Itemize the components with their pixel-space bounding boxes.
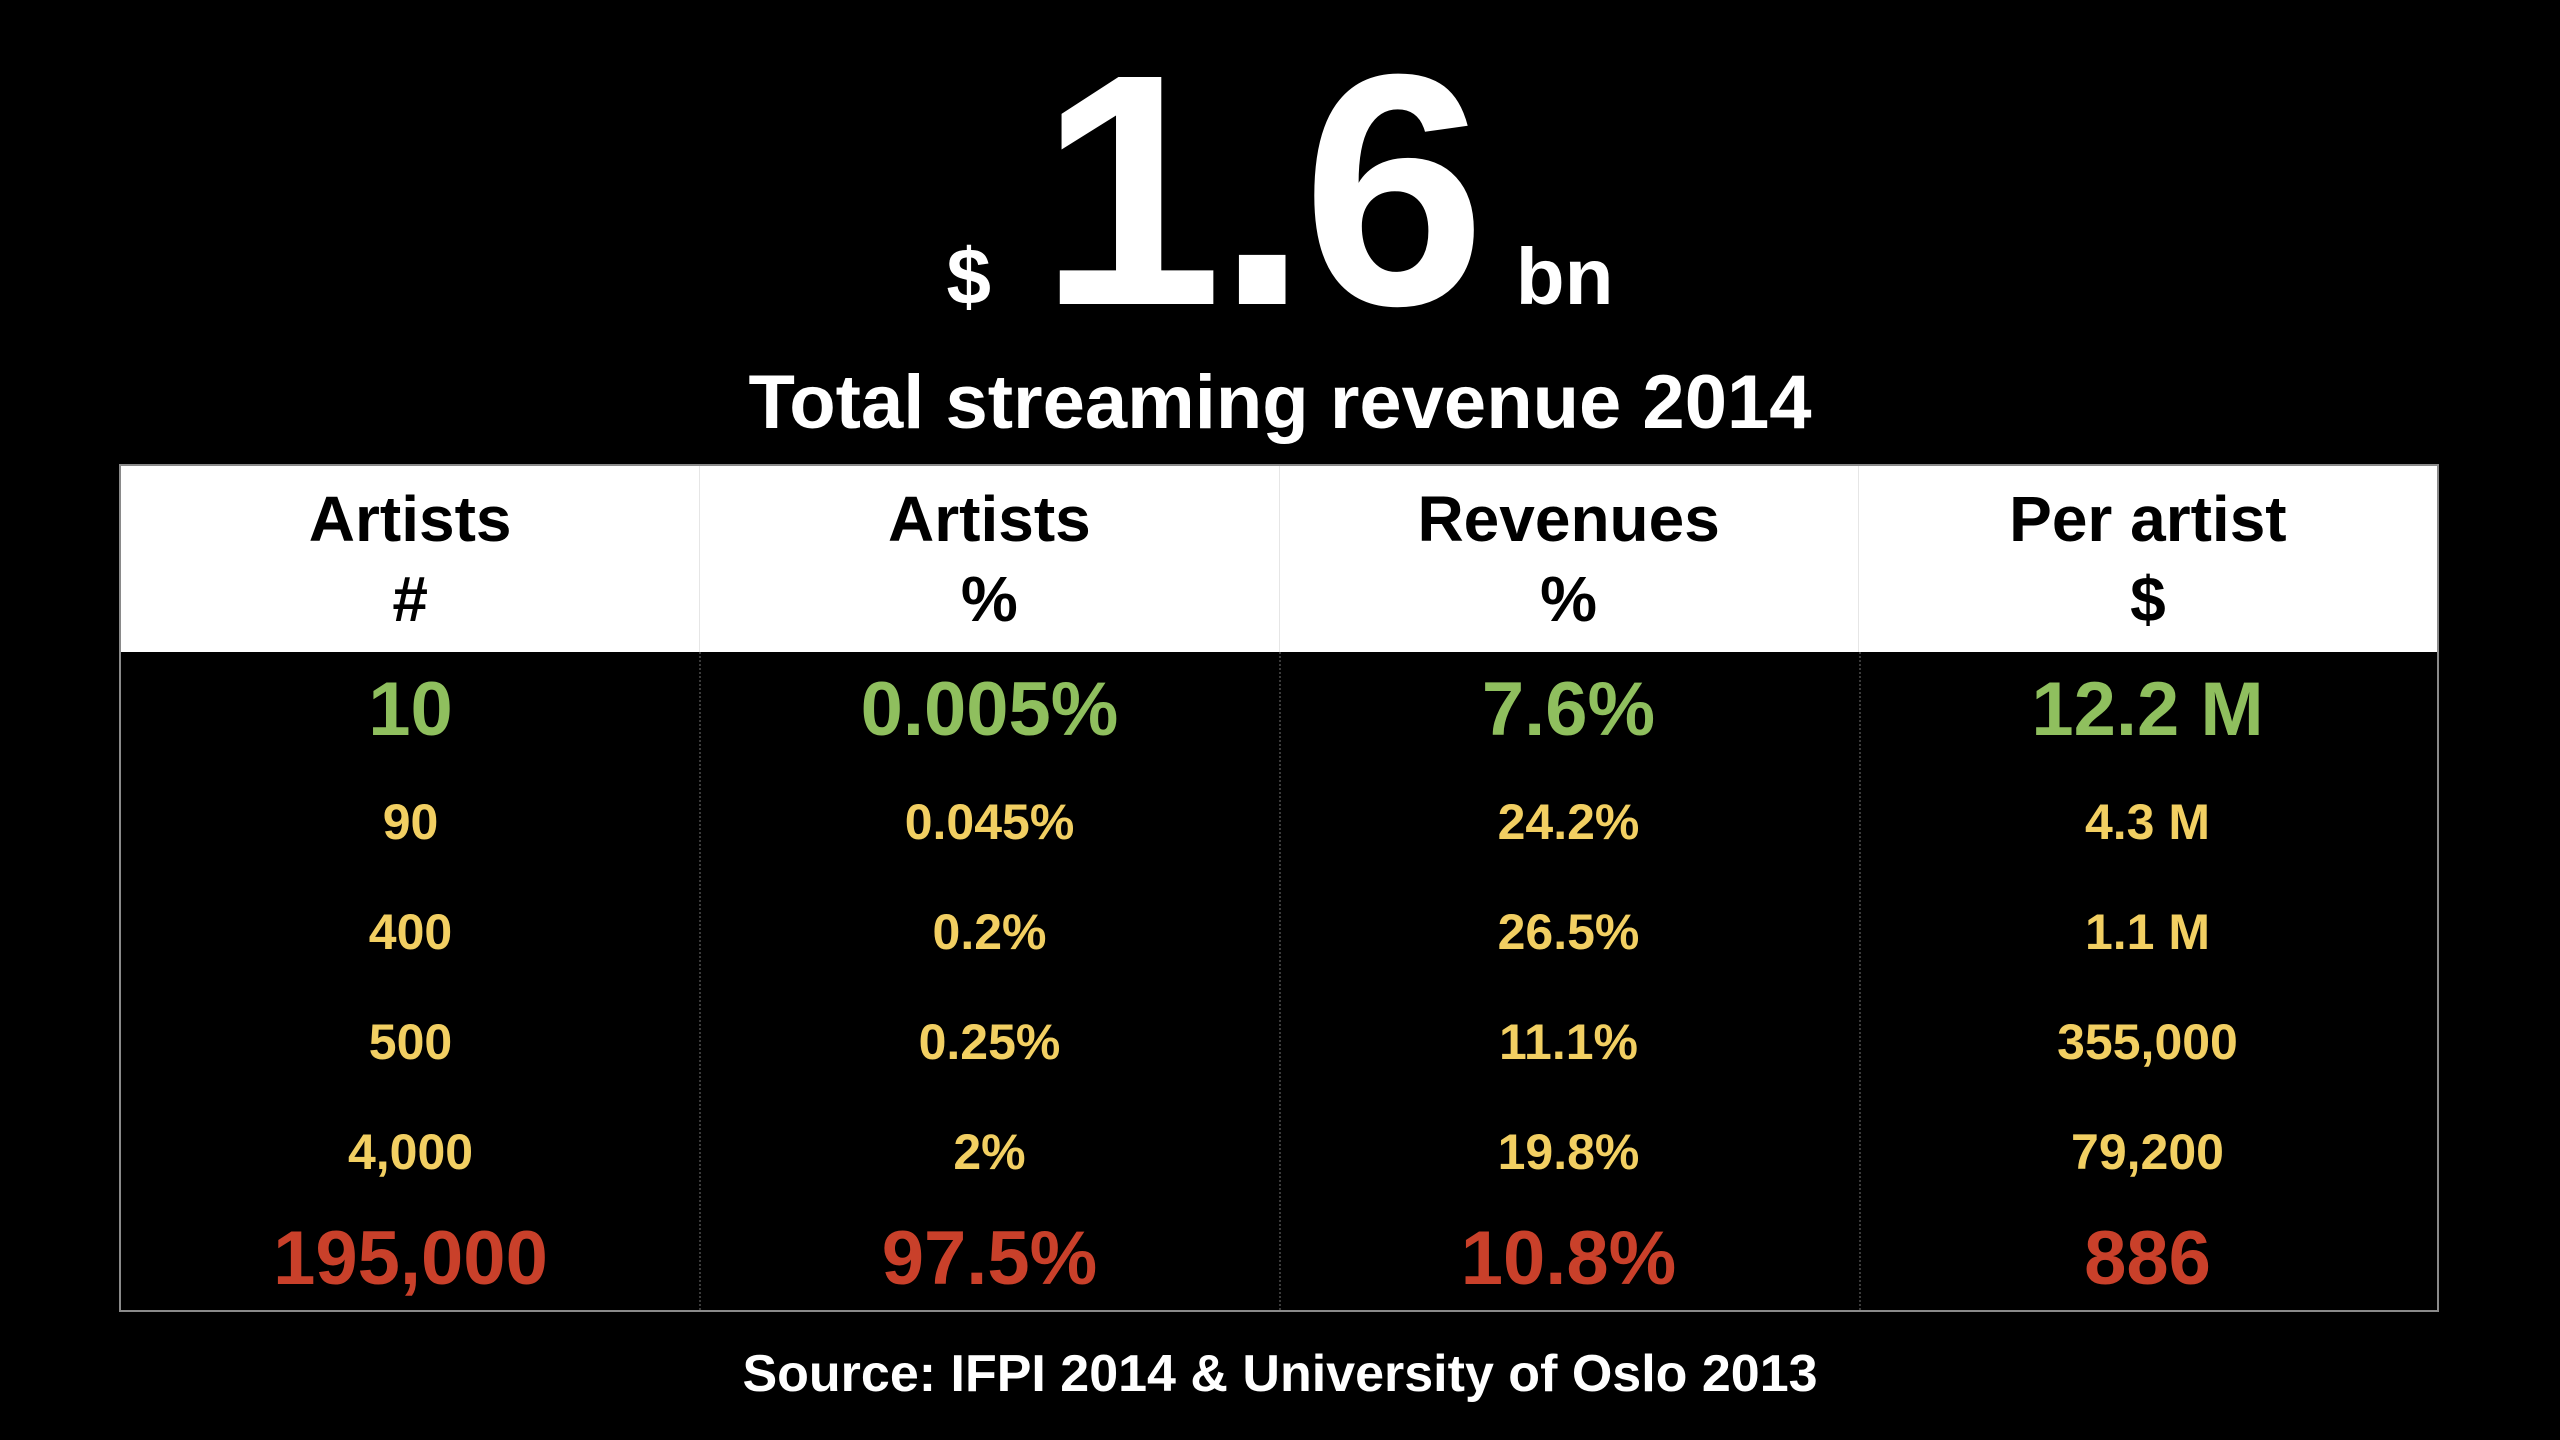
table-cell: 24.2%	[1497, 794, 1640, 850]
header-label: Artists	[308, 483, 512, 555]
table-cell: 195,000	[273, 1216, 548, 1301]
header-artists-count: Artists #	[121, 466, 701, 652]
table-row: 195,000 97.5% 10.8% 886	[121, 1207, 2437, 1310]
table-cell: 10.8%	[1460, 1216, 1677, 1301]
header-unit: $	[2130, 563, 2166, 635]
header-unit: %	[1540, 563, 1598, 635]
table-cell: 26.5%	[1497, 904, 1640, 960]
table-cell: 79,200	[2071, 1124, 2224, 1180]
table-row: 500 0.25% 11.1% 355,000	[121, 987, 2437, 1097]
column-divider	[1859, 652, 1861, 1310]
table-row: 4,000 2% 19.8% 79,200	[121, 1097, 2437, 1207]
header-per-artist: Per artist $	[1859, 466, 2437, 652]
table-cell: 4.3 M	[2084, 794, 2211, 850]
table-cell: 97.5%	[881, 1216, 1098, 1301]
column-divider	[699, 652, 701, 1310]
headline-currency: $	[946, 232, 992, 321]
table-cell: 90	[382, 794, 439, 850]
revenue-table: Artists # Artists % Revenues % Per artis…	[119, 464, 2439, 1312]
table-cell: 0.045%	[904, 794, 1075, 850]
table-row: 90 0.045% 24.2% 4.3 M	[121, 767, 2437, 877]
table-header: Artists # Artists % Revenues % Per artis…	[121, 466, 2437, 652]
table-cell: 11.1%	[1498, 1014, 1638, 1070]
table-cell: 0.25%	[918, 1014, 1061, 1070]
table-cell: 12.2 M	[2031, 667, 2264, 752]
headline-amount: 1.6	[1039, 5, 1486, 374]
table-cell: 2%	[953, 1124, 1026, 1180]
header-label: Per artist	[2009, 483, 2287, 555]
table-cell: 886	[2084, 1216, 2211, 1301]
headline-unit: bn	[1515, 232, 1614, 321]
table-cell: 19.8%	[1497, 1124, 1640, 1180]
table-cell: 10	[368, 667, 453, 752]
table-cell: 500	[368, 1014, 453, 1070]
subtitle: Total streaming revenue 2014	[748, 360, 1812, 445]
headline: $1.6 bn	[0, 25, 2560, 355]
table-cell: 1.1 M	[2084, 904, 2211, 960]
source-caption: Source: IFPI 2014 & University of Oslo 2…	[742, 1345, 1818, 1403]
table-row: 10 0.005% 7.6% 12.2 M	[121, 652, 2437, 767]
header-revenues-percent: Revenues %	[1280, 466, 1859, 652]
header-label: Artists	[888, 483, 1091, 555]
header-unit: %	[960, 563, 1018, 635]
header-unit: #	[392, 563, 428, 635]
table-cell: 7.6%	[1481, 667, 1656, 752]
table-row: 400 0.2% 26.5% 1.1 M	[121, 877, 2437, 987]
table-cell: 4,000	[347, 1124, 474, 1180]
table-body: 10 0.005% 7.6% 12.2 M 90 0.045% 24.2% 4.…	[121, 652, 2437, 1310]
column-divider	[1279, 652, 1281, 1310]
table-cell: 355,000	[2057, 1014, 2238, 1070]
header-label: Revenues	[1417, 483, 1720, 555]
table-cell: 0.005%	[860, 667, 1119, 752]
header-artists-percent: Artists %	[700, 466, 1280, 652]
table-cell: 400	[368, 904, 453, 960]
table-cell: 0.2%	[932, 904, 1047, 960]
